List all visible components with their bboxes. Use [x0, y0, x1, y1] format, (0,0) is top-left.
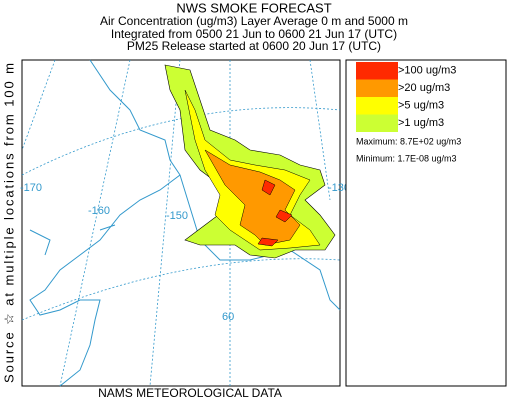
legend: >100 ug/m3 >20 ug/m3 >5 ug/m3 >1 ug/m3 Maxi…	[345, 59, 507, 387]
smoke-plume	[257, 179, 293, 247]
side-label: Source ☆ at multiple locations from 100 …	[1, 63, 16, 383]
legend-swatch	[356, 114, 398, 132]
graticule	[21, 59, 341, 387]
footer: NAMS METEOROLOGICAL DATA	[98, 386, 282, 400]
legend-swatch	[356, 62, 398, 80]
legend-label: >1 ug/m3	[398, 117, 444, 129]
lon-label: -150	[166, 210, 188, 222]
lon-label: -160	[88, 205, 110, 217]
legend-swatch	[356, 97, 398, 115]
legend-label: >5 ug/m3	[398, 100, 444, 112]
title: NWS SMOKE FORECAST	[176, 0, 331, 15]
lon-label: -170	[20, 182, 42, 194]
legend-swatch	[356, 79, 398, 97]
legend-label: >100 ug/m3	[398, 65, 456, 77]
legend-stat: Minimum: 1.7E-08 ug/m3	[356, 153, 457, 163]
header-line: Integrated from 0500 21 Jun to 0600 21 J…	[111, 27, 397, 41]
map: -170 -160 -150 -130 60	[20, 59, 350, 387]
lat-label: 60	[222, 311, 234, 323]
lon-label: -130	[328, 182, 350, 194]
legend-stat: Maximum: 8.7E+02 ug/m3	[356, 136, 461, 146]
legend-label: >20 ug/m3	[398, 82, 450, 94]
smoke-plume	[204, 149, 301, 246]
header-line: Air Concentration (ug/m3) Layer Average …	[100, 14, 408, 28]
header-line: PM25 Release started at 0600 20 Jun 17 (…	[127, 39, 381, 53]
